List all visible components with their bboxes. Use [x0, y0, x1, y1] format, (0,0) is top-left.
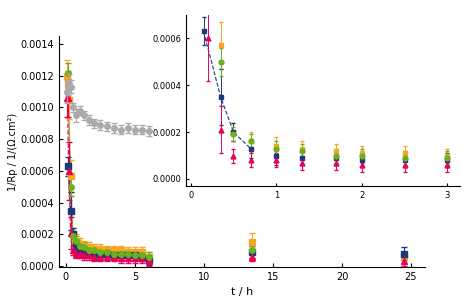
Y-axis label: 1/Rp / 1/(Ω.cm²): 1/Rp / 1/(Ω.cm²) — [8, 112, 17, 190]
X-axis label: t / h: t / h — [231, 287, 253, 297]
